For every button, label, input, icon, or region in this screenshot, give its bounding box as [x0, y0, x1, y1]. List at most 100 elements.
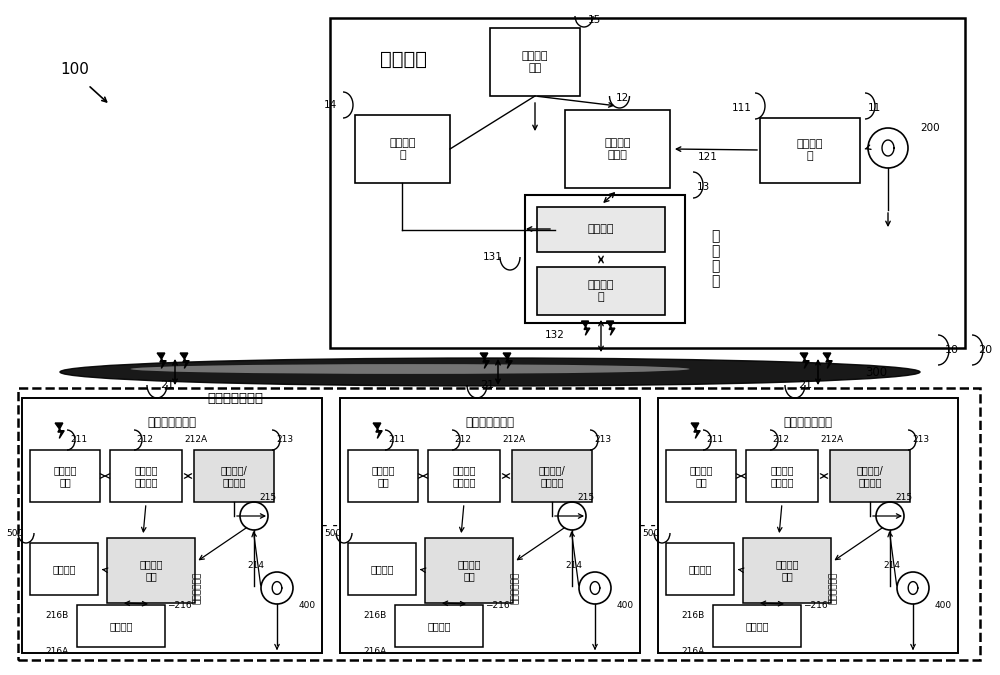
- FancyBboxPatch shape: [537, 207, 665, 252]
- FancyBboxPatch shape: [18, 388, 980, 660]
- Text: 远程监控
站控制器: 远程监控 站控制器: [770, 465, 794, 487]
- Text: 备用电源装置: 备用电源装置: [828, 572, 838, 604]
- FancyBboxPatch shape: [746, 450, 818, 502]
- Text: - -: - -: [640, 518, 656, 533]
- FancyBboxPatch shape: [110, 450, 182, 502]
- Text: 20: 20: [978, 345, 992, 355]
- Text: 全球定位
系统: 全球定位 系统: [522, 51, 548, 73]
- Text: 132: 132: [545, 330, 565, 340]
- Polygon shape: [157, 353, 166, 369]
- FancyBboxPatch shape: [330, 18, 965, 348]
- Ellipse shape: [60, 358, 920, 386]
- Text: 500: 500: [7, 529, 24, 537]
- Text: 数字输出/
输入模块: 数字输出/ 输入模块: [221, 465, 247, 487]
- Text: 111: 111: [732, 103, 752, 113]
- Polygon shape: [180, 353, 189, 369]
- Text: 负载卸载控制站: 负载卸载控制站: [148, 416, 196, 429]
- FancyBboxPatch shape: [340, 398, 640, 653]
- Text: 211: 211: [70, 435, 87, 445]
- Text: 控制中心: 控制中心: [380, 50, 427, 69]
- FancyBboxPatch shape: [658, 398, 958, 653]
- Text: 131: 131: [483, 252, 503, 262]
- Text: 储能设备: 储能设备: [427, 621, 451, 631]
- Text: 负载卸载控制站: 负载卸载控制站: [466, 416, 514, 429]
- Text: 216A: 216A: [46, 647, 69, 657]
- FancyBboxPatch shape: [194, 450, 274, 502]
- Text: 121: 121: [698, 152, 718, 162]
- Text: 215: 215: [259, 493, 276, 502]
- Text: 电源管理
装置: 电源管理 装置: [775, 559, 799, 580]
- Text: 300: 300: [865, 365, 887, 379]
- Text: 100: 100: [61, 63, 89, 78]
- Text: 213: 213: [594, 435, 611, 445]
- Text: 卸载服务客户端: 卸载服务客户端: [207, 392, 263, 405]
- Text: 数字输出/
输入模块: 数字输出/ 输入模块: [539, 465, 565, 487]
- Polygon shape: [691, 423, 700, 438]
- FancyBboxPatch shape: [425, 538, 513, 603]
- Text: 移动通信
模块: 移动通信 模块: [53, 465, 77, 487]
- Text: 212: 212: [454, 435, 471, 445]
- Text: 212: 212: [772, 435, 789, 445]
- Ellipse shape: [130, 364, 690, 374]
- Text: −216: −216: [167, 601, 192, 610]
- Text: 10: 10: [945, 345, 959, 355]
- Text: 213: 213: [276, 435, 293, 445]
- Text: 数字输出/
输入模块: 数字输出/ 输入模块: [857, 465, 883, 487]
- Text: 11: 11: [868, 103, 881, 113]
- Text: 远程监控
站控制器: 远程监控 站控制器: [134, 465, 158, 487]
- Polygon shape: [800, 353, 809, 369]
- Polygon shape: [55, 423, 64, 438]
- Text: 215: 215: [895, 493, 912, 502]
- Text: 216B: 216B: [46, 610, 69, 620]
- FancyBboxPatch shape: [512, 450, 592, 502]
- Text: 214: 214: [883, 562, 900, 570]
- FancyBboxPatch shape: [525, 195, 685, 323]
- FancyBboxPatch shape: [355, 115, 450, 183]
- Text: 21: 21: [798, 380, 812, 390]
- FancyBboxPatch shape: [348, 450, 418, 502]
- Polygon shape: [373, 423, 382, 438]
- FancyBboxPatch shape: [713, 605, 801, 647]
- Text: 电源管理
装置: 电源管理 装置: [457, 559, 481, 580]
- Text: 400: 400: [617, 601, 634, 610]
- Text: 400: 400: [299, 601, 316, 610]
- FancyBboxPatch shape: [666, 450, 736, 502]
- FancyBboxPatch shape: [395, 605, 483, 647]
- Text: 备用电源装置: 备用电源装置: [511, 572, 520, 604]
- Text: 211: 211: [706, 435, 723, 445]
- FancyBboxPatch shape: [30, 450, 100, 502]
- FancyBboxPatch shape: [537, 267, 665, 315]
- Text: 通信模块: 通信模块: [588, 224, 614, 234]
- Text: 21: 21: [480, 380, 494, 390]
- Text: 500: 500: [643, 529, 660, 537]
- Text: 216B: 216B: [364, 610, 387, 620]
- Text: 212A: 212A: [184, 435, 207, 445]
- Text: 时间服务
器: 时间服务 器: [389, 138, 416, 160]
- FancyBboxPatch shape: [22, 398, 322, 653]
- Text: 12: 12: [616, 93, 629, 103]
- Text: 212: 212: [136, 435, 153, 445]
- FancyBboxPatch shape: [666, 543, 734, 595]
- Text: 400: 400: [935, 601, 952, 610]
- FancyBboxPatch shape: [428, 450, 500, 502]
- Text: 通
信
界
面: 通 信 界 面: [711, 230, 719, 289]
- Text: 调制解调
器: 调制解调 器: [588, 280, 614, 302]
- FancyBboxPatch shape: [30, 543, 98, 595]
- Text: 211: 211: [388, 435, 405, 445]
- Text: 200: 200: [920, 123, 940, 133]
- Text: 14: 14: [324, 100, 337, 110]
- Text: 远程监控
站控制器: 远程监控 站控制器: [452, 465, 476, 487]
- Text: 214: 214: [565, 562, 582, 570]
- Text: 控制中心
服务器: 控制中心 服务器: [604, 138, 631, 160]
- Text: 储能设备: 储能设备: [109, 621, 133, 631]
- Text: 212A: 212A: [820, 435, 843, 445]
- Text: 用电负载: 用电负载: [688, 564, 712, 574]
- Text: 电源管理
装置: 电源管理 装置: [139, 559, 163, 580]
- Text: 13: 13: [697, 182, 710, 192]
- Text: 频率侦测
器: 频率侦测 器: [797, 139, 823, 161]
- Text: 215: 215: [577, 493, 594, 502]
- FancyBboxPatch shape: [490, 28, 580, 96]
- Text: 500: 500: [325, 529, 342, 537]
- Polygon shape: [823, 353, 832, 369]
- Text: −216: −216: [485, 601, 510, 610]
